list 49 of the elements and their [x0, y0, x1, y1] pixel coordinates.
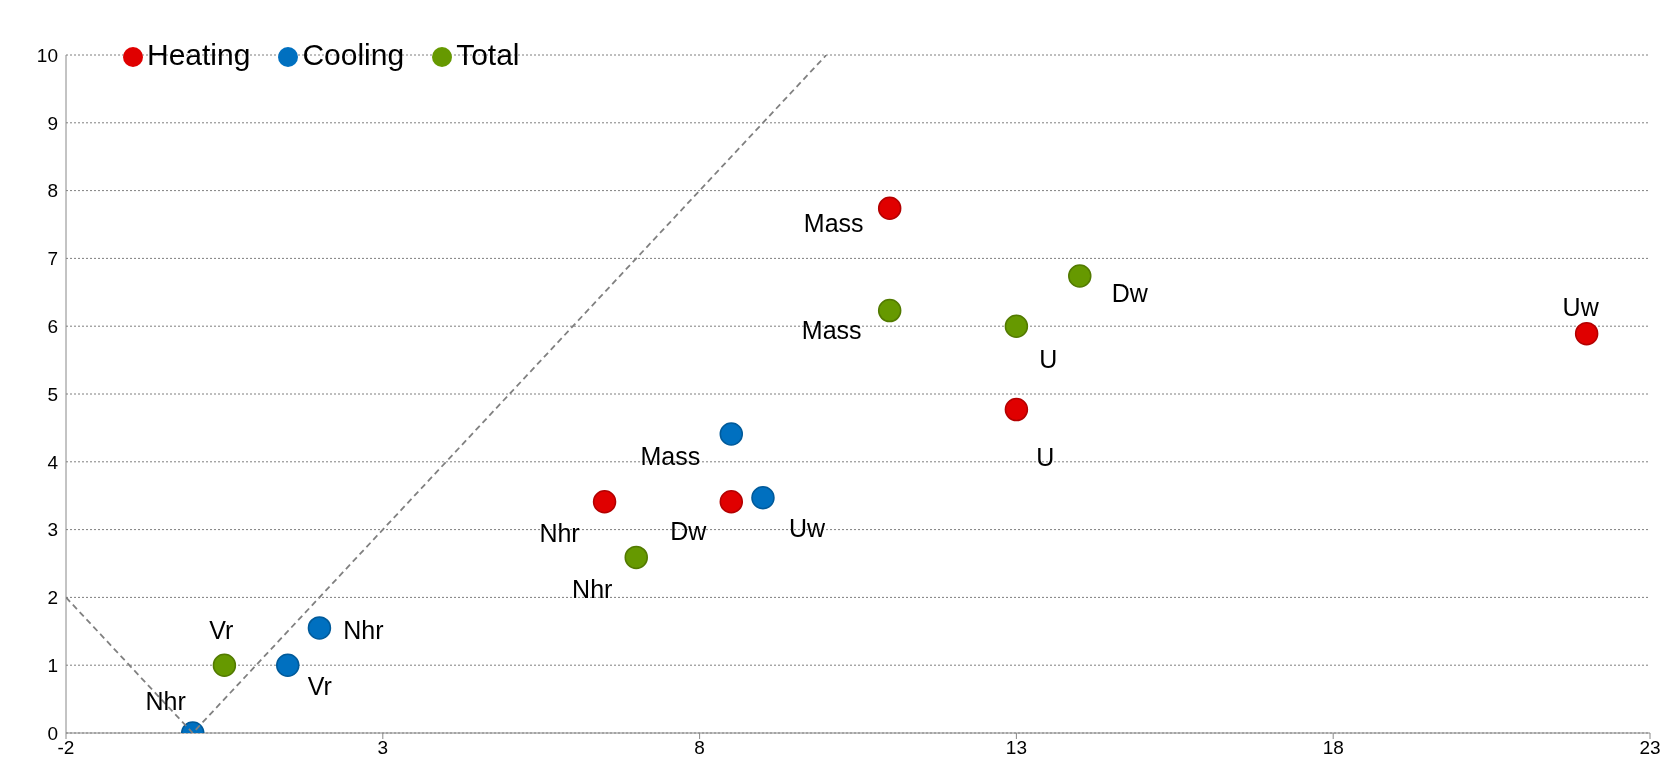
annotation: Nhr [145, 687, 186, 715]
y-tick-label: 10 [36, 44, 58, 66]
x-tick-label: -2 [57, 737, 75, 759]
annotation: Mass [803, 209, 864, 238]
x-tick-label: 3 [377, 737, 389, 759]
annotation: Vr [209, 616, 234, 645]
annotation: Dw [670, 516, 708, 545]
y-tick-label: 7 [47, 248, 58, 270]
y-tick-label: 0 [47, 722, 58, 744]
point [1574, 321, 1599, 346]
annotation: U [1036, 442, 1055, 471]
legend-label: Heating [147, 38, 251, 71]
point [1004, 314, 1029, 338]
point [276, 653, 300, 677]
annotation: Dw [1111, 279, 1149, 308]
y-tick-label: 1 [47, 654, 58, 676]
point [212, 653, 237, 677]
point [1068, 264, 1092, 288]
legend-label: Total [456, 38, 520, 71]
point [719, 490, 744, 514]
y-tick-label: 6 [47, 315, 58, 337]
y-tick-label: 2 [47, 587, 58, 609]
point [877, 298, 902, 323]
y-tick-label: 3 [47, 519, 58, 541]
point [592, 490, 617, 514]
y-tick-label: 5 [47, 383, 58, 405]
x-tick-label: 8 [694, 737, 705, 759]
x-tick-label: 18 [1322, 737, 1344, 759]
annotation: Mass [801, 315, 862, 344]
point [1004, 397, 1029, 422]
annotation: Uw [1562, 292, 1600, 321]
point [624, 545, 648, 570]
point [307, 616, 332, 640]
annotation: Nhr [539, 518, 580, 547]
annotation: Uw [788, 513, 826, 542]
y-tick-label: 4 [47, 451, 59, 473]
y-tick-label: 9 [47, 112, 58, 134]
annotation: U [1039, 345, 1058, 374]
point [751, 485, 775, 510]
annotation: Nhr [343, 615, 384, 644]
y-tick-label: 8 [47, 180, 58, 202]
annotation: Vr [307, 672, 332, 701]
annotation: Mass [640, 442, 701, 470]
legend-label: Cooling [302, 38, 405, 71]
x-tick-label: 23 [1639, 737, 1661, 759]
point [877, 196, 902, 220]
point [719, 422, 744, 446]
annotation: Nhr [572, 575, 613, 604]
x-tick-label: 13 [1005, 737, 1027, 759]
